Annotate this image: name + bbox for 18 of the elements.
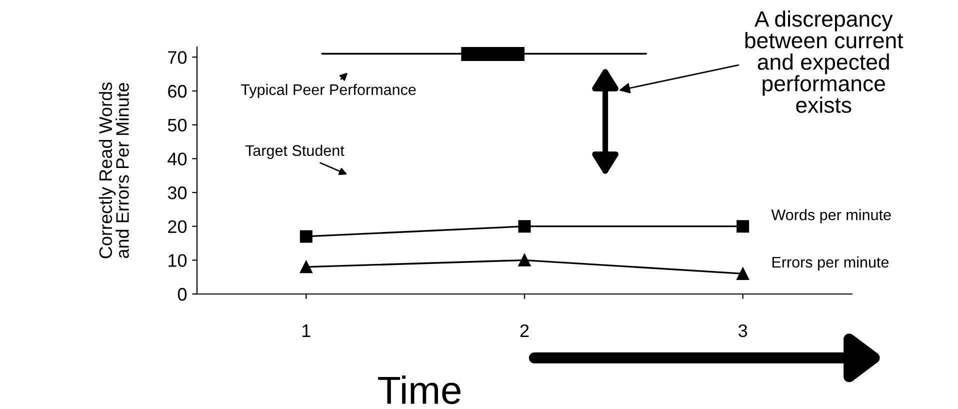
annotation: Target Student <box>245 144 344 160</box>
series-label: Errors per minute <box>772 256 889 271</box>
y-tick-label: 40 <box>168 152 187 166</box>
y-tick-label: 60 <box>168 84 187 98</box>
y-axis-title: Correctly Read Words and Errors Per Minute <box>98 82 129 258</box>
y-tick-label: 70 <box>168 51 187 64</box>
x-tick-label: 1 <box>302 324 310 337</box>
annotation: A discrepancy between current and expected performance exists <box>745 10 904 113</box>
annotation: Typical Peer Performance <box>241 84 416 98</box>
y-tick-label: 10 <box>168 254 187 267</box>
series-label: Words per minute <box>771 209 891 224</box>
x-tick-label: 3 <box>738 324 748 338</box>
x-tick-label: 2 <box>520 324 529 337</box>
y-tick-label: 50 <box>168 118 187 132</box>
x-axis-title: Time <box>378 376 460 404</box>
y-tick-label: 20 <box>168 220 187 234</box>
y-tick-label: 30 <box>168 186 187 200</box>
y-tick-label: 0 <box>178 288 187 301</box>
